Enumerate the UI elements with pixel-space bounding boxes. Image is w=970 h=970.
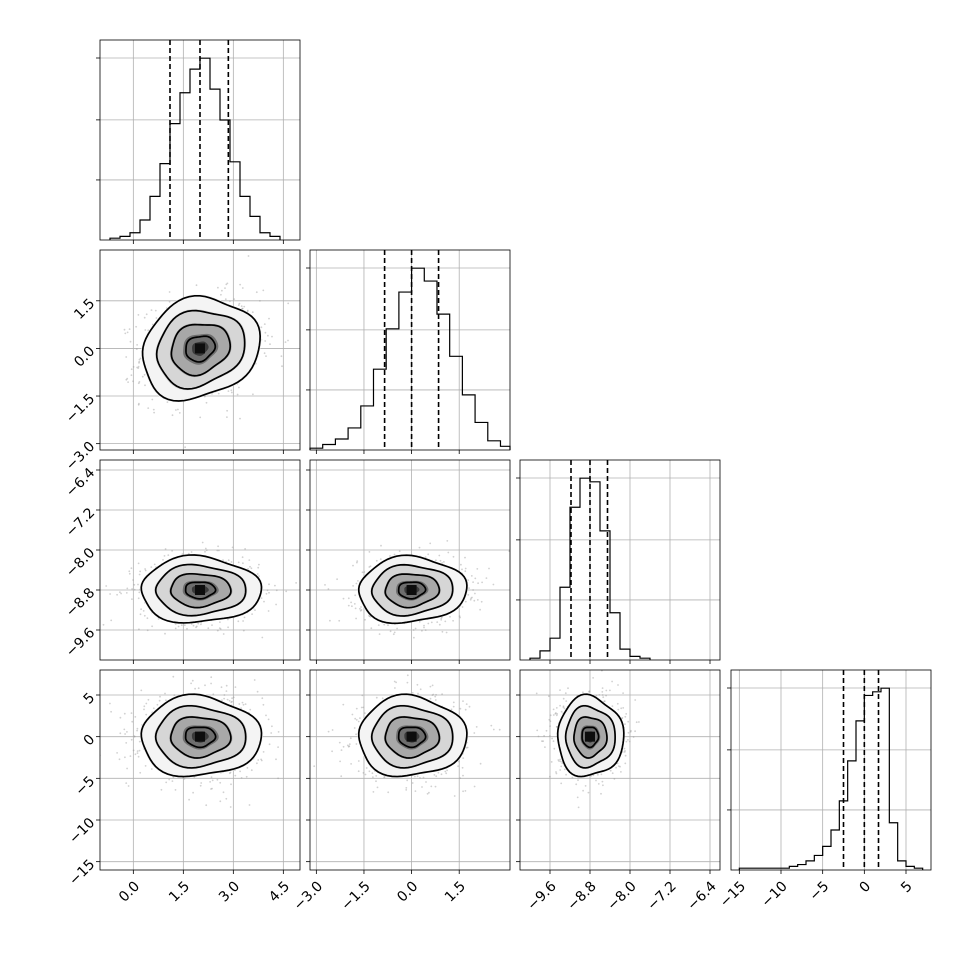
- hist-3-frame: [730, 669, 932, 871]
- joint-3-1-density-peak: [406, 731, 417, 742]
- joint-3-0-contour-1: [169, 716, 232, 759]
- joint-2-0-density-peak: [195, 585, 205, 595]
- joint-3-0-density-peak: [195, 731, 205, 742]
- joint-1-0-contour-3: [141, 294, 261, 402]
- x-tick-label-col1-0: −3.0: [291, 878, 326, 913]
- x-tick-label-col2-2: −8.0: [604, 878, 639, 913]
- x-tick-label-col3-4: 5: [898, 878, 916, 896]
- joint-2-0-panel: [96, 459, 301, 664]
- joint-1-0-contour-1: [170, 323, 232, 377]
- y-tick-label-row1-3: −3.0: [63, 439, 98, 474]
- hist-1-histogram-step: [309, 267, 511, 450]
- joint-3-1-contour-2: [370, 704, 454, 769]
- x-tick-label-col0-2: 3.0: [216, 878, 243, 905]
- joint-3-1-panel: [306, 669, 511, 874]
- joint-3-1-contour-1: [384, 716, 441, 759]
- joint-3-2-density-peak: [585, 731, 595, 742]
- joint-2-1-contour-1: [384, 573, 441, 609]
- joint-2-1-panel: [306, 459, 511, 664]
- y-tick-label-row1-0: 1.5: [71, 296, 98, 323]
- x-tick-label-col3-2: −5: [807, 878, 833, 904]
- y-tick-label-row2-1: −7.2: [63, 505, 98, 540]
- joint-1-0-contour-2: [155, 309, 246, 390]
- x-tick-label-col1-2: 0.0: [394, 878, 421, 905]
- joint-3-0-panel: [96, 669, 301, 874]
- joint-3-0-frame: [99, 669, 301, 871]
- joint-3-2-contour-3: [556, 693, 625, 778]
- hist-2-frame: [519, 459, 721, 661]
- joint-1-0-panel: [96, 249, 301, 454]
- y-tick-label-row2-0: −6.4: [63, 465, 98, 500]
- hist-2-panel: [516, 459, 721, 664]
- y-tick-label-row3-3: −10: [66, 815, 98, 847]
- x-tick-label-col2-0: −9.6: [524, 878, 559, 913]
- hist-0-panel: [96, 39, 301, 244]
- joint-2-0-contour-3: [140, 554, 263, 624]
- joint-2-0-frame: [99, 459, 301, 661]
- joint-2-1-contour-3: [357, 554, 468, 625]
- joint-2-0-contour-0: [184, 581, 217, 600]
- hist-1-frame: [309, 249, 511, 451]
- y-tick-label-row1-1: 0.0: [71, 343, 98, 370]
- y-tick-label-row3-0: 5: [81, 690, 99, 708]
- panels-layer: [96, 39, 932, 874]
- joint-3-0-contour-0: [184, 726, 217, 749]
- joint-2-0-contour-1: [169, 572, 232, 609]
- x-tick-label-col2-3: −7.2: [644, 878, 679, 913]
- joint-3-1-frame: [309, 669, 511, 871]
- joint-3-0-contour-3: [140, 693, 263, 778]
- joint-3-2-contour-2: [564, 704, 616, 769]
- joint-2-1-density-peak: [406, 585, 417, 595]
- y-tick-label-row2-3: −8.8: [63, 585, 98, 620]
- y-tick-label-row1-2: −1.5: [63, 391, 98, 426]
- y-tick-label-row2-2: −8.0: [63, 545, 98, 580]
- joint-3-2-frame: [519, 669, 721, 871]
- joint-2-1-contour-0: [397, 581, 427, 600]
- hist-3-panel: [727, 669, 932, 874]
- joint-1-0-contour-0: [185, 335, 217, 363]
- hist-1-panel: [306, 249, 511, 454]
- joint-1-0-frame: [99, 249, 301, 451]
- joint-3-1-contour-3: [357, 693, 468, 778]
- joint-2-1-frame: [309, 459, 511, 661]
- joint-2-0-contour-2: [154, 563, 247, 617]
- joint-3-0-contour-2: [154, 704, 247, 769]
- y-tick-label-row3-4: −15: [66, 857, 98, 889]
- y-tick-label-row3-1: 0: [81, 732, 99, 750]
- x-tick-label-col0-0: 0.0: [116, 878, 143, 905]
- x-tick-label-col1-3: 1.5: [442, 878, 469, 905]
- x-tick-label-col0-3: 4.5: [266, 878, 293, 905]
- x-tick-label-col1-1: −1.5: [338, 878, 373, 913]
- joint-2-1-contour-2: [370, 563, 454, 617]
- hist-0-histogram-step: [109, 57, 281, 240]
- joint-3-1-contour-0: [397, 726, 427, 749]
- x-tick-label-col2-1: −8.8: [564, 878, 599, 913]
- hist-0-frame: [99, 39, 301, 241]
- x-tick-label-col0-1: 1.5: [166, 878, 193, 905]
- joint-3-2-contour-1: [573, 716, 608, 759]
- y-tick-label-row2-4: −9.6: [63, 625, 98, 660]
- hist-3-histogram-step: [738, 687, 924, 870]
- x-tick-label-col3-0: −15: [717, 878, 749, 910]
- x-tick-label-col3-1: −10: [759, 878, 791, 910]
- x-tick-label-col3-3: 0: [856, 878, 874, 896]
- y-tick-label-row3-2: −5: [72, 773, 98, 799]
- joint-1-0-density-peak: [195, 343, 205, 354]
- joint-3-2-panel: [516, 669, 721, 874]
- x-tick-label-col2-4: −6.4: [684, 878, 719, 913]
- joint-3-2-contour-0: [581, 726, 600, 749]
